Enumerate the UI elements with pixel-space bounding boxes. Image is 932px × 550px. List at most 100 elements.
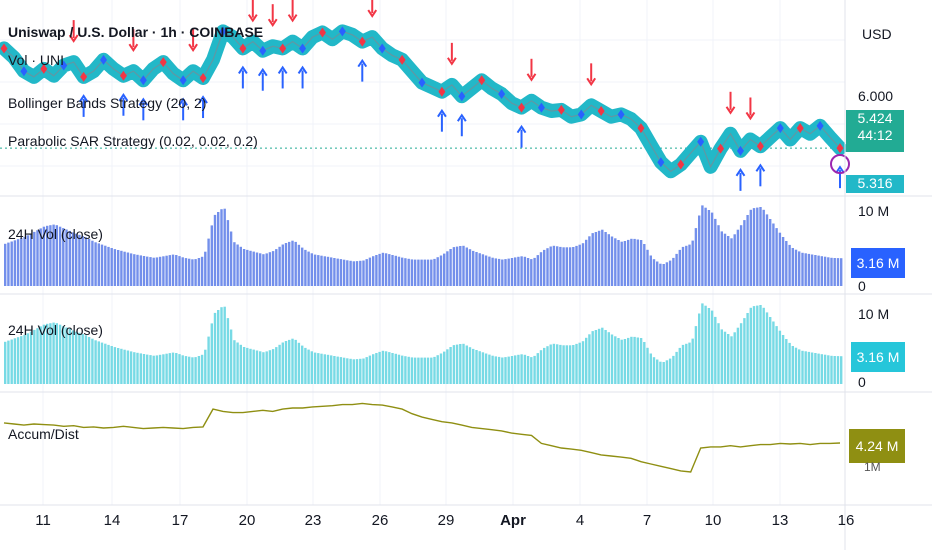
signal-marker xyxy=(756,141,764,152)
volume-bar xyxy=(58,324,62,384)
volume-bar xyxy=(355,261,359,286)
volume-bar xyxy=(620,339,623,384)
volume-bar xyxy=(588,334,591,384)
volume-bar xyxy=(149,257,152,286)
volume-bar xyxy=(646,249,649,286)
volume-bar xyxy=(736,229,740,286)
sell-arrow-head xyxy=(526,73,537,82)
volume-bar xyxy=(391,255,394,286)
volume-bar xyxy=(646,347,649,384)
legend-psar[interactable]: Parabolic SAR Strategy (0.02, 0.02, 0.2) xyxy=(8,133,258,149)
x-tick-month: Apr xyxy=(500,512,526,529)
bottom-price-tag: 5.316 xyxy=(846,175,904,193)
volume-bar xyxy=(168,353,171,384)
sell-arrow-head xyxy=(367,9,378,18)
volume-bar xyxy=(146,256,149,286)
volume-bar xyxy=(62,326,65,384)
volume-bar xyxy=(814,353,817,384)
volume-bar xyxy=(104,245,107,286)
volume-bar xyxy=(13,240,17,286)
volume-bar xyxy=(604,232,607,286)
volume-bar xyxy=(255,350,259,384)
signal-marker xyxy=(159,57,167,68)
volume-bar xyxy=(262,254,265,286)
price-pane xyxy=(0,0,850,191)
volume-bar xyxy=(84,335,88,384)
volume-bar xyxy=(446,251,449,286)
volume-bar xyxy=(313,254,317,286)
price-level-label: 6.000 xyxy=(858,88,894,104)
volume-bar xyxy=(714,316,717,384)
signal-marker xyxy=(518,102,526,113)
volume-bar xyxy=(330,355,333,384)
sell-arrow-head xyxy=(128,43,139,53)
volume-bar xyxy=(252,251,255,286)
volume-bar xyxy=(517,354,520,384)
volume-bar xyxy=(491,257,494,286)
volume-bar xyxy=(568,247,572,286)
volume-bar xyxy=(501,357,504,384)
volume-bar xyxy=(207,336,210,384)
volume-bar xyxy=(798,251,801,286)
volume-bar xyxy=(752,208,756,286)
volume-bar xyxy=(497,258,501,286)
volume-bar xyxy=(565,345,568,384)
volume-bar xyxy=(539,350,543,384)
volume-bar xyxy=(717,323,720,384)
volume-bar xyxy=(436,257,439,286)
volume-bar xyxy=(397,354,401,384)
legend-vol24-b[interactable]: 24H Vol (close) xyxy=(8,322,103,338)
volume-bar xyxy=(265,351,268,384)
buy-arrow-head xyxy=(277,65,288,75)
currency-label[interactable]: USD xyxy=(862,26,892,42)
volume-bar xyxy=(410,259,414,286)
volume-bar xyxy=(659,263,662,286)
volume-bar xyxy=(610,236,614,286)
volume-bar xyxy=(836,258,840,286)
volume-bar xyxy=(65,327,68,384)
volume-bar xyxy=(730,238,733,286)
volume-bar xyxy=(681,246,685,286)
volume-bar xyxy=(320,353,323,384)
x-tick: 16 xyxy=(837,512,855,529)
legend-volume[interactable]: Vol · UNI xyxy=(8,52,65,68)
volume-bar xyxy=(365,259,368,286)
legend-bollinger[interactable]: Bollinger Bands Strategy (20, 2) xyxy=(8,95,207,111)
volume-bar xyxy=(472,250,475,286)
volume-bar xyxy=(575,245,578,286)
volume-bar xyxy=(271,349,275,384)
volume-bar xyxy=(649,255,652,286)
sell-arrow-head xyxy=(188,43,198,53)
volume-bar xyxy=(430,259,433,286)
volume-bar xyxy=(4,341,7,384)
volume-bar xyxy=(530,357,533,384)
volume-bar xyxy=(823,354,827,384)
buy-arrow-head xyxy=(118,92,129,102)
volume-bar xyxy=(607,234,610,286)
legend-vol24-a[interactable]: 24H Vol (close) xyxy=(8,226,103,242)
volume-bar xyxy=(507,356,510,384)
signal-marker xyxy=(577,109,585,120)
legend-accum-dist[interactable]: Accum/Dist xyxy=(8,426,79,442)
volume-bar xyxy=(275,249,278,286)
volume-bar xyxy=(210,225,213,286)
volume-bar xyxy=(769,219,772,286)
volume-bar xyxy=(288,339,291,384)
signal-marker xyxy=(458,91,466,102)
volume-bar xyxy=(827,257,830,286)
volume-bar xyxy=(39,228,42,286)
volume-bar xyxy=(426,357,430,384)
volume-bar xyxy=(694,228,698,286)
volume-bar xyxy=(197,258,201,286)
volume-bar xyxy=(200,256,204,286)
volume-bar xyxy=(546,248,549,286)
signal-marker xyxy=(119,70,127,81)
volume-bar xyxy=(597,328,601,384)
volume-bar xyxy=(200,354,204,384)
volume-bar xyxy=(355,359,359,384)
volume-bar xyxy=(781,335,785,384)
volume-bar xyxy=(546,346,549,384)
volume-bar xyxy=(78,332,81,384)
volume-bar xyxy=(294,241,297,286)
